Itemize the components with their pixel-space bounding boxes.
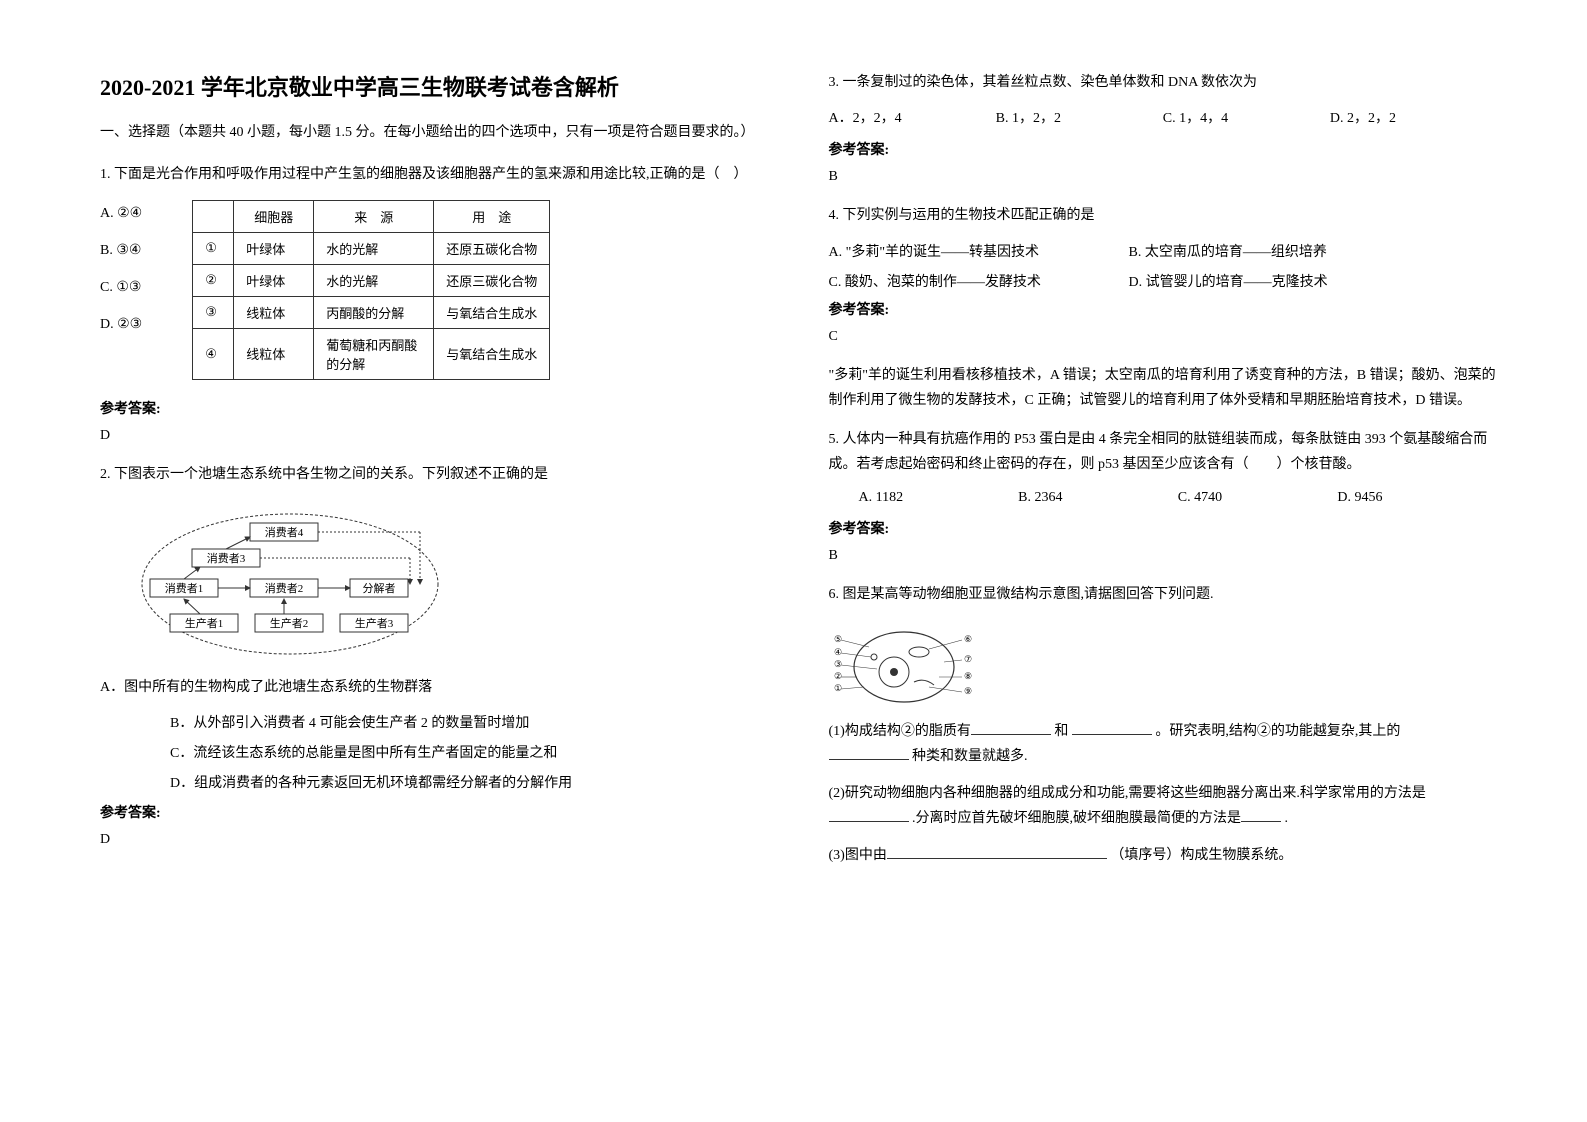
- blank: [829, 746, 909, 760]
- q5-answer: B: [829, 548, 1498, 564]
- svg-text:⑨: ⑨: [964, 686, 972, 696]
- answer-label: 参考答案:: [829, 518, 1498, 538]
- q4-choices-row2: C. 酸奶、泡菜的制作——发酵技术 D. 试管婴儿的培育——克隆技术: [829, 270, 1498, 295]
- th-source: 来 源: [314, 200, 434, 232]
- question-1-table: 细胞器 来 源 用 途 ① 叶绿体 水的光解 还原五碳化合物 ② 叶绿体 水的光…: [192, 200, 550, 380]
- question-3-text: 3. 一条复制过的染色体，其着丝粒点数、染色单体数和 DNA 数依次为: [829, 70, 1498, 95]
- q4-choices-row1: A. "多莉"羊的诞生——转基因技术 B. 太空南瓜的培育——组织培养: [829, 240, 1498, 265]
- question-5-choices: A. 1182 B. 2364 C. 4740 D. 9456: [829, 490, 1498, 506]
- q2-choice-d: D．组成消费者的各种元素返回无机环境都需经分解者的分解作用: [170, 772, 769, 792]
- th-organelle: 细胞器: [234, 200, 314, 232]
- answer-label: 参考答案:: [100, 398, 769, 418]
- table-row: ② 叶绿体 水的光解 还原三碳化合物: [193, 264, 550, 296]
- q1-choice-d: D. ②③: [100, 316, 142, 333]
- question-3-choices: A．2，2，4 B. 1，2，2 C. 1，4，4 D. 2，2，2: [829, 107, 1498, 127]
- q5-choice-b: B. 2364: [1018, 490, 1178, 506]
- q5-choice-a: A. 1182: [859, 490, 1019, 506]
- blank: [887, 845, 1107, 859]
- svg-text:④: ④: [834, 647, 842, 657]
- question-1-choices: A. ②④ B. ③④ C. ①③ D. ②③: [100, 200, 142, 333]
- question-1-row: A. ②④ B. ③④ C. ①③ D. ②③ 细胞器 来 源 用 途 ① 叶绿…: [100, 200, 769, 380]
- question-6-text: 6. 图是某高等动物细胞亚显微结构示意图,请据图回答下列问题.: [829, 582, 1498, 607]
- table-row: ① 叶绿体 水的光解 还原五碳化合物: [193, 232, 550, 264]
- question-5-text: 5. 人体内一种具有抗癌作用的 P53 蛋白是由 4 条完全相同的肽链组装而成，…: [829, 427, 1498, 477]
- svg-text:⑦: ⑦: [964, 654, 972, 664]
- section-instructions: 一、选择题（本题共 40 小题，每小题 1.5 分。在每小题给出的四个选项中，只…: [100, 122, 769, 144]
- diagram-consumer1: 消费者1: [165, 581, 204, 595]
- svg-text:①: ①: [834, 683, 842, 693]
- diagram-decomposer: 分解者: [363, 581, 396, 595]
- q6-sub2: (2)研究动物细胞内各种细胞器的组成成分和功能,需要将这些细胞器分离出来.科学家…: [829, 781, 1498, 831]
- answer-label: 参考答案:: [829, 299, 1498, 319]
- q4-explanation: "多莉"羊的诞生利用看核移植技术，A 错误；太空南瓜的培育利用了诱变育种的方法，…: [829, 363, 1498, 413]
- q3-answer: B: [829, 169, 1498, 185]
- q4-choice-a: A. "多莉"羊的诞生——转基因技术: [829, 240, 1129, 265]
- q1-answer: D: [100, 428, 769, 444]
- svg-text:⑤: ⑤: [834, 634, 842, 644]
- svg-text:⑥: ⑥: [964, 634, 972, 644]
- diagram-consumer3: 消费者3: [207, 551, 246, 565]
- cell-diagram: ⑤ ④ ③ ② ① ⑥ ⑦ ⑧ ⑨: [829, 627, 979, 707]
- diagram-consumer4: 消费者4: [265, 525, 304, 539]
- diagram-producer3: 生产者3: [355, 616, 394, 630]
- diagram-consumer2: 消费者2: [265, 581, 304, 595]
- question-2-text: 2. 下图表示一个池塘生态系统中各生物之间的关系。下列叙述不正确的是: [100, 462, 769, 487]
- q3-choice-c: C. 1，4，4: [1163, 107, 1330, 127]
- svg-text:③: ③: [834, 659, 842, 669]
- q6-sub1: (1)构成结构②的脂质有 和 。研究表明,结构②的功能越复杂,其上的 种类和数量…: [829, 719, 1498, 769]
- right-column: 3. 一条复制过的染色体，其着丝粒点数、染色单体数和 DNA 数依次为 A．2，…: [829, 70, 1498, 1082]
- blank: [971, 721, 1051, 735]
- svg-text:②: ②: [834, 671, 842, 681]
- table-row: ③ 线粒体 丙酮酸的分解 与氧结合生成水: [193, 296, 550, 328]
- q2-choice-c: C．流经该生态系统的总能量是图中所有生产者固定的能量之和: [170, 742, 769, 762]
- table-row: ④ 线粒体 葡萄糖和丙酮酸的分解 与氧结合生成水: [193, 328, 550, 379]
- q1-choice-c: C. ①③: [100, 279, 142, 296]
- q2-choice-b: B．从外部引入消费者 4 可能会使生产者 2 的数量暂时增加: [170, 712, 769, 732]
- q3-choice-b: B. 1，2，2: [996, 107, 1163, 127]
- q2-answer: D: [100, 832, 769, 848]
- page-title: 2020-2021 学年北京敬业中学高三生物联考试卷含解析: [100, 70, 769, 102]
- answer-label: 参考答案:: [829, 139, 1498, 159]
- q5-choice-c: C. 4740: [1178, 490, 1338, 506]
- blank: [1241, 808, 1281, 822]
- diagram-producer2: 生产者2: [270, 616, 309, 630]
- q6-sub3: (3)图中由 （填序号）构成生物膜系统。: [829, 843, 1498, 868]
- q4-choice-b: B. 太空南瓜的培育——组织培养: [1129, 240, 1327, 265]
- ecosystem-diagram: 消费者4 消费者3 消费者1 消费者2 分解者 生产者1 生产者2 生产者3: [140, 509, 440, 659]
- q4-choice-c: C. 酸奶、泡菜的制作——发酵技术: [829, 270, 1129, 295]
- diagram-producer1: 生产者1: [185, 616, 224, 630]
- svg-text:⑧: ⑧: [964, 671, 972, 681]
- q2-choice-a: A．图中所有的生物构成了此池塘生态系统的生物群落: [100, 675, 769, 700]
- question-4-text: 4. 下列实例与运用的生物技术匹配正确的是: [829, 203, 1498, 228]
- th-blank: [193, 200, 234, 232]
- q3-choice-d: D. 2，2，2: [1330, 107, 1497, 127]
- answer-label: 参考答案:: [100, 802, 769, 822]
- q4-answer: C: [829, 329, 1498, 345]
- q1-choice-b: B. ③④: [100, 242, 142, 259]
- q4-choice-d: D. 试管婴儿的培育——克隆技术: [1129, 270, 1328, 295]
- q5-choice-d: D. 9456: [1337, 490, 1497, 506]
- q3-choice-a: A．2，2，4: [829, 107, 996, 127]
- blank: [829, 808, 909, 822]
- question-1-text: 1. 下面是光合作用和呼吸作用过程中产生氢的细胞器及该细胞器产生的氢来源和用途比…: [100, 162, 769, 187]
- blank: [1072, 721, 1152, 735]
- left-column: 2020-2021 学年北京敬业中学高三生物联考试卷含解析 一、选择题（本题共 …: [100, 70, 769, 1082]
- q1-choice-a: A. ②④: [100, 205, 142, 222]
- th-use: 用 途: [434, 200, 550, 232]
